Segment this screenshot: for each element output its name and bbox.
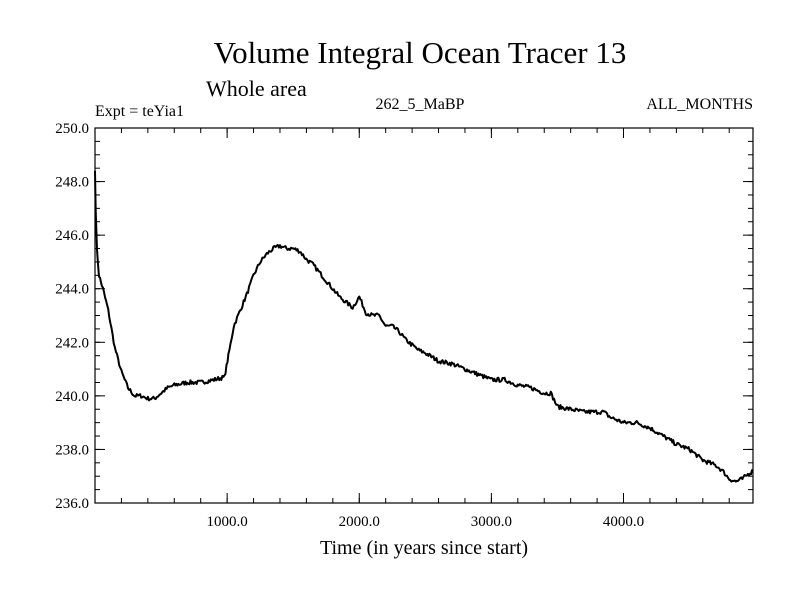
period-label: 262_5_MaBP (376, 96, 465, 113)
series-line (94, 170, 754, 483)
experiment-label: Expt = teYia1 (95, 103, 184, 120)
y-tick-label: 240.0 (55, 389, 89, 405)
y-tick-label: 248.0 (55, 175, 89, 191)
x-tick-label: 3000.0 (471, 514, 512, 530)
y-tick-label: 250.0 (55, 121, 89, 137)
y-tick-label: 238.0 (55, 442, 89, 458)
chart-subtitle: Whole area (206, 76, 307, 101)
y-tick-label: 236.0 (55, 496, 89, 512)
chart-title: Volume Integral Ocean Tracer 13 (214, 35, 627, 70)
x-axis-label: Time (in years since start) (320, 537, 528, 559)
axis-ticks (95, 127, 753, 504)
axis-tick-labels: 1000.0 2000.0 3000.0 4000.0 236.0 238.0 240.0 2… (55, 121, 644, 530)
y-tick-label: 246.0 (55, 228, 89, 244)
y-tick-label: 242.0 (55, 335, 89, 351)
x-tick-label: 1000.0 (207, 514, 248, 530)
y-tick-label: 244.0 (55, 282, 89, 298)
plot-frame (94, 127, 754, 504)
x-tick-label: 4000.0 (603, 514, 644, 530)
x-tick-label: 2000.0 (339, 514, 380, 530)
months-label: ALL_MONTHS (646, 96, 753, 113)
